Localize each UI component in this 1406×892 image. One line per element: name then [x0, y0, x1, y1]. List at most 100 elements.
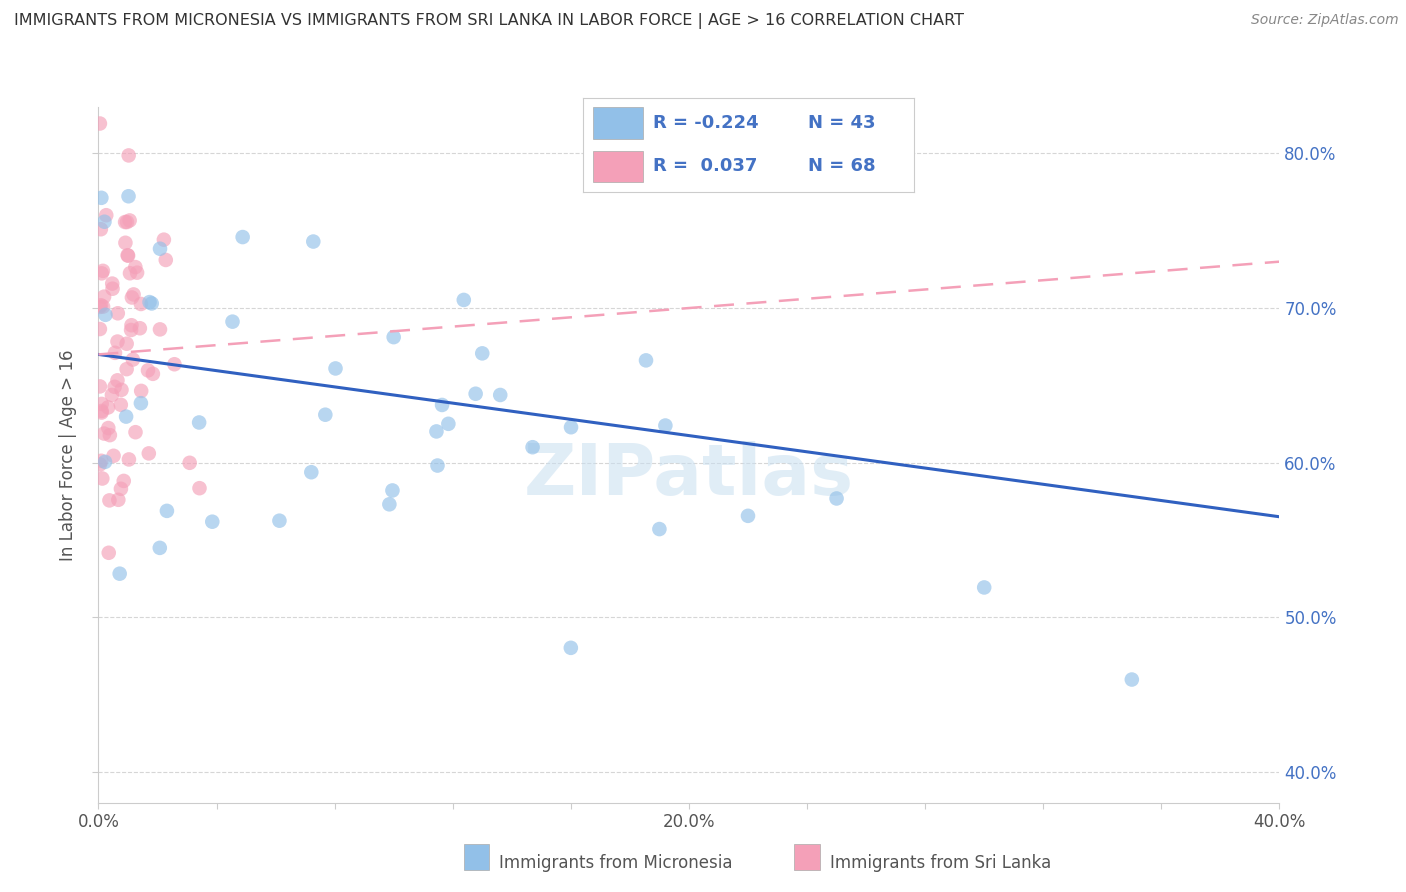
- Point: [91, 471, 114, 485]
- Point: [101, 388, 124, 402]
- Point: [96, 208, 118, 222]
- Point: [437, 417, 460, 431]
- Point: [426, 458, 449, 473]
- Point: [118, 148, 141, 162]
- Point: [118, 213, 141, 227]
- Point: [425, 425, 447, 439]
- Text: R = -0.224: R = -0.224: [652, 114, 758, 132]
- Point: [107, 306, 129, 320]
- Text: Immigrants from Micronesia: Immigrants from Micronesia: [499, 854, 733, 871]
- Point: [114, 235, 136, 250]
- Text: N = 43: N = 43: [808, 114, 876, 132]
- Point: [149, 322, 172, 336]
- Point: [120, 323, 142, 337]
- Point: [378, 497, 401, 511]
- Point: [141, 296, 163, 310]
- Point: [91, 300, 114, 314]
- Point: [299, 465, 322, 479]
- Point: [97, 546, 120, 560]
- Point: [129, 297, 152, 311]
- Point: [124, 425, 146, 440]
- Point: [221, 315, 243, 329]
- Point: [90, 406, 112, 420]
- Point: [117, 189, 139, 203]
- Point: [90, 191, 112, 205]
- Point: [453, 293, 475, 307]
- Point: [93, 290, 115, 304]
- Point: [115, 409, 138, 424]
- Point: [108, 566, 131, 581]
- Point: [89, 322, 111, 336]
- Point: [98, 428, 121, 442]
- Point: [115, 336, 138, 351]
- Point: [89, 300, 111, 314]
- Point: [560, 420, 582, 434]
- Point: [129, 384, 152, 398]
- Point: [138, 295, 160, 310]
- Text: N = 68: N = 68: [808, 158, 876, 176]
- Point: [156, 504, 179, 518]
- Point: [560, 640, 582, 655]
- Point: [381, 483, 404, 498]
- Point: [138, 446, 160, 460]
- Point: [114, 215, 136, 229]
- Point: [104, 380, 127, 394]
- Point: [973, 581, 995, 595]
- Point: [121, 291, 143, 305]
- Point: [121, 318, 143, 333]
- Point: [91, 264, 114, 278]
- Point: [122, 352, 145, 367]
- Point: [115, 215, 138, 229]
- Point: [89, 458, 111, 472]
- Point: [149, 242, 172, 256]
- Point: [90, 404, 112, 418]
- Point: [118, 266, 141, 280]
- Point: [90, 397, 112, 411]
- Point: [127, 266, 149, 280]
- Point: [136, 363, 159, 377]
- Point: [634, 353, 657, 368]
- Point: [97, 421, 120, 435]
- Point: [149, 541, 172, 555]
- Point: [142, 367, 165, 381]
- Bar: [593, 151, 643, 183]
- Point: [115, 362, 138, 376]
- Point: [1121, 673, 1143, 687]
- Point: [97, 401, 120, 415]
- Point: [471, 346, 494, 360]
- Point: [648, 522, 671, 536]
- Point: [302, 235, 325, 249]
- Point: [94, 455, 117, 469]
- Point: [128, 321, 150, 335]
- Text: IMMIGRANTS FROM MICRONESIA VS IMMIGRANTS FROM SRI LANKA IN LABOR FORCE | AGE > 1: IMMIGRANTS FROM MICRONESIA VS IMMIGRANTS…: [14, 13, 965, 29]
- Text: R =  0.037: R = 0.037: [652, 158, 758, 176]
- Point: [163, 357, 186, 371]
- Point: [89, 379, 111, 393]
- Point: [89, 116, 111, 130]
- Point: [522, 440, 544, 454]
- Point: [124, 260, 146, 274]
- Point: [103, 449, 125, 463]
- Point: [93, 215, 115, 229]
- Point: [90, 454, 112, 468]
- Point: [107, 373, 129, 387]
- Point: [104, 346, 127, 360]
- Point: [110, 398, 132, 412]
- Point: [232, 230, 254, 244]
- Point: [314, 408, 336, 422]
- Point: [90, 266, 112, 280]
- Point: [464, 386, 486, 401]
- Point: [98, 493, 121, 508]
- Point: [107, 492, 129, 507]
- Point: [155, 252, 177, 267]
- Bar: [593, 108, 643, 139]
- Point: [110, 383, 132, 397]
- Point: [93, 426, 115, 441]
- Point: [118, 452, 141, 467]
- Point: [382, 330, 405, 344]
- Point: [153, 233, 176, 247]
- Y-axis label: In Labor Force | Age > 16: In Labor Force | Age > 16: [59, 349, 77, 561]
- Point: [122, 287, 145, 301]
- Point: [269, 514, 291, 528]
- Point: [325, 361, 347, 376]
